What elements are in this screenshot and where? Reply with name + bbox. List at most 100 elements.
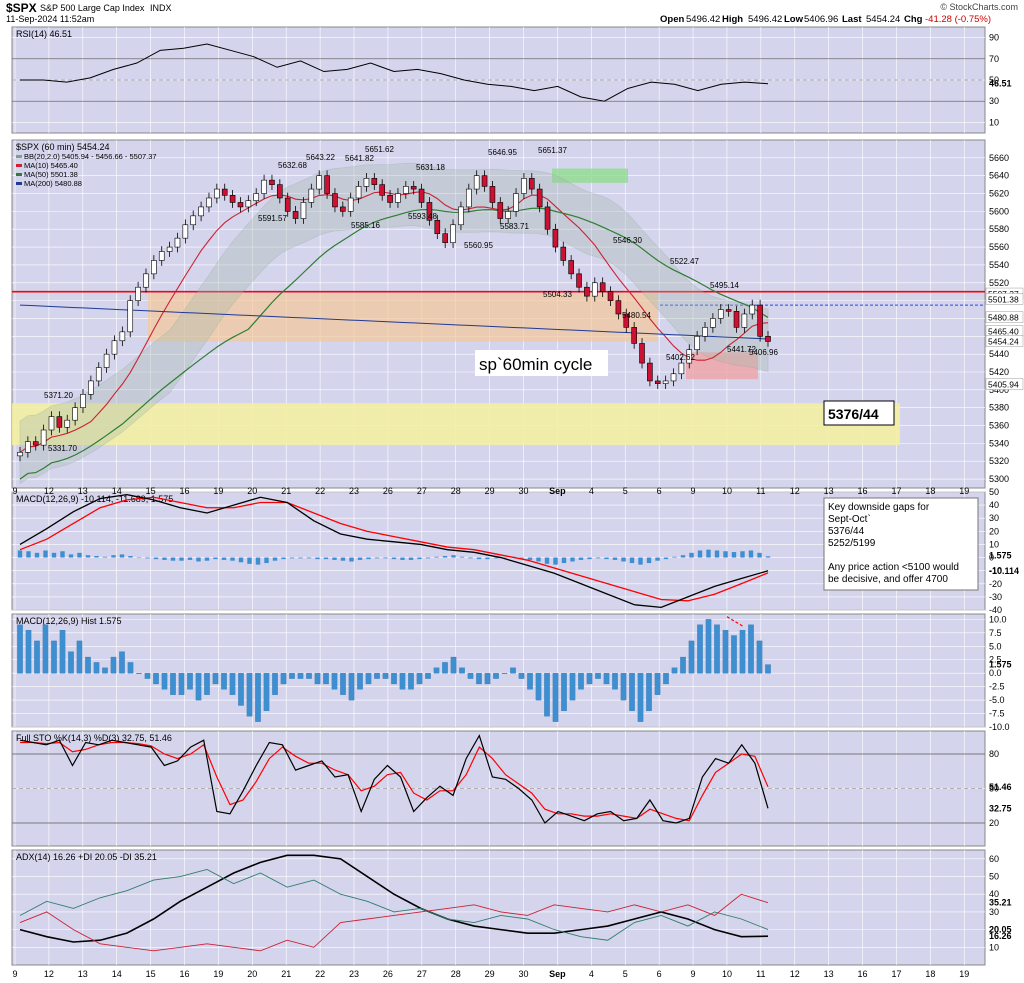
brand: © StockCharts.com <box>940 2 1018 12</box>
macd-mini-hist-bar <box>485 557 490 560</box>
candle-body <box>489 186 496 203</box>
x-tick-label: 14 <box>112 486 122 496</box>
macd-mini-hist-bar <box>383 557 388 559</box>
x-tick-label: 12 <box>44 486 54 496</box>
x-tick-label: 13 <box>78 969 88 979</box>
macd-mini-hist-bar <box>561 557 567 564</box>
macd-mini-hist-bar <box>102 556 108 558</box>
macd-mini-hist-bar <box>238 557 244 563</box>
candle-body <box>32 441 39 446</box>
bollinger-band <box>19 162 769 485</box>
x-tick-label: 23 <box>349 969 359 979</box>
ohlc-readout: Open 5496.42 High 5496.42 Low 5406.96 La… <box>660 14 991 25</box>
y-tick-label: 5600 <box>989 206 1009 216</box>
hist-bar <box>331 673 338 690</box>
macd-mini-hist-bar <box>646 557 652 564</box>
annotation-gap: 5376/44 <box>828 406 879 422</box>
hist-bar <box>595 673 601 679</box>
macd-mini-hist-bar <box>570 557 575 562</box>
candle-body <box>717 309 724 319</box>
macd-mini-hist-bar <box>638 557 643 565</box>
candle-body <box>647 362 653 382</box>
x-tick-label: Sep <box>549 969 566 979</box>
y-tick-label: -5.0 <box>989 695 1005 705</box>
macd-mini-hist-bar <box>196 557 201 562</box>
x-tick-label: 30 <box>519 969 529 979</box>
candle-body <box>623 313 630 328</box>
macd-mini-hist-bar <box>391 557 397 560</box>
panel-adx: 10 20 30 40 50 60 ADX(14) 16.26 +DI 20.05 -DI … <box>11 849 1012 966</box>
y-tick-label: 5640 <box>989 171 1009 181</box>
macd-mini-hist-bar <box>697 550 703 558</box>
hist-bar <box>433 667 440 674</box>
macd-mini-hist-bar <box>587 557 592 560</box>
macd-mini-hist-bar <box>187 557 193 560</box>
hist-bar <box>612 673 618 690</box>
candle-body <box>95 367 102 382</box>
legend-entry: MA(10) 5465.40 <box>24 161 78 170</box>
x-tick-label: 19 <box>213 486 223 496</box>
price-label: 5331.70 <box>48 444 77 453</box>
hist-bar <box>391 673 397 685</box>
x-tick-label: 20 <box>247 486 257 496</box>
macd-mini-hist-bar <box>298 557 303 559</box>
hist-bar <box>527 673 533 690</box>
candle-body <box>143 273 149 288</box>
macd-mini-hist-bar <box>417 557 422 560</box>
candle-body <box>560 246 567 261</box>
hist-bar <box>442 662 448 674</box>
macd-mini-hist-bar <box>204 557 210 561</box>
sto-current-label: 32.75 <box>989 803 1012 813</box>
notes-box: Key downside gaps for Sept-Oct` 5376/44 … <box>823 497 979 591</box>
y-tick-label: 40 <box>989 889 999 899</box>
macd-mini-hist-bar <box>723 551 728 558</box>
hist-bar <box>221 673 227 690</box>
macd-mini-hist-bar <box>459 556 465 558</box>
macd-mini-hist-bar <box>213 557 218 560</box>
candle-body <box>206 197 212 208</box>
candle-body <box>426 202 433 221</box>
hist-bar <box>705 619 712 674</box>
hist-bar <box>484 673 491 685</box>
candle-body <box>662 380 669 384</box>
svg-text:5496.42: 5496.42 <box>686 14 720 25</box>
candle-body <box>607 291 614 301</box>
price-label: 5641.82 <box>345 154 374 163</box>
candle-body <box>292 211 299 219</box>
candle-body <box>458 206 464 226</box>
macd-mini-hist-bar <box>578 557 584 560</box>
hist-bar <box>629 673 635 712</box>
x-tick-label: 18 <box>925 486 935 496</box>
price-label: 5631.18 <box>416 163 445 172</box>
hist-bar <box>646 673 652 712</box>
hist-bar <box>119 651 125 674</box>
macd-mini-hist-bar <box>493 557 499 559</box>
candle-body <box>72 407 78 421</box>
macd-mini-hist-bar <box>553 557 558 565</box>
candle-body <box>221 188 228 196</box>
candle-body <box>576 273 582 288</box>
x-tick-label: 19 <box>213 969 223 979</box>
macd-mini-hist-bar <box>43 550 48 558</box>
macd-mini-hist-bar <box>349 557 354 562</box>
hist-bar <box>365 673 372 685</box>
note-line-5: Any price action <5100 would <box>828 562 959 573</box>
hist-bar <box>314 673 321 685</box>
x-tick-label: 14 <box>112 969 122 979</box>
candle-body <box>261 179 267 194</box>
x-tick-label: 28 <box>451 969 461 979</box>
x-tick-label: 21 <box>281 486 291 496</box>
hist-bar <box>25 629 32 674</box>
macd-mini-hist-bar <box>170 557 176 561</box>
price-label: 5402.62 <box>666 353 695 362</box>
adx-current-label: 20.05 <box>989 925 1012 935</box>
y-tick-label: 5340 <box>989 438 1009 448</box>
hist-bar <box>603 673 610 685</box>
x-tick-label: 9 <box>691 969 696 979</box>
macd-mini-hist-bar <box>629 557 635 564</box>
macd-mini-hist-bar <box>289 557 295 559</box>
x-tick-label: 17 <box>891 969 901 979</box>
svg-text:Last: Last <box>842 14 862 25</box>
panel-macd: 50 40 30 20 10 0 -10 -20 -30 -40 MACD(12,26,9) -10… <box>11 487 1019 615</box>
macd-mini-hist-bar <box>757 552 762 558</box>
